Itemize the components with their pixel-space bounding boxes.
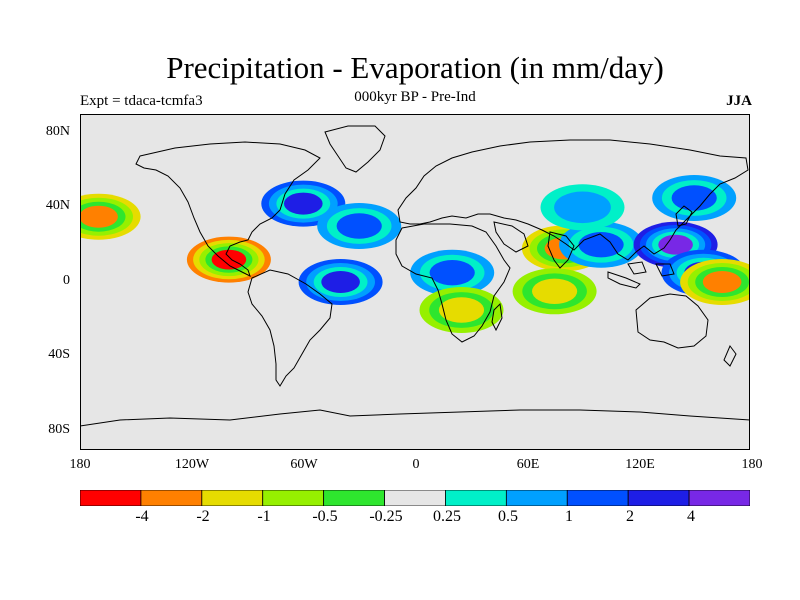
colorbar [80,490,750,506]
lon-label-0: 0 [412,457,420,472]
colorbar-label-p05: 0.5 [498,508,518,525]
colorbar-swatch [80,490,142,506]
colorbar-swatch [201,490,264,506]
colorbar-swatch [505,490,568,506]
field-contour [554,191,611,224]
colorbar-label-m05: -0.5 [312,508,338,525]
lon-label-180e: 180 [741,457,763,472]
lat-label-80s: 80S [48,422,70,437]
colorbar-label-m4: -4 [135,508,149,525]
season-label: JJA [726,93,752,109]
field-contour [671,185,717,211]
coast-eurasia [397,139,749,261]
lat-label-80n: 80N [45,124,70,139]
precip-field [80,175,750,333]
coast-japan [675,205,693,227]
colorbar-label-p1: 1 [565,508,573,525]
coast-new-zealand [723,345,737,367]
lat-label-40s: 40S [48,347,70,362]
field-contour [211,249,247,270]
coast-indonesia [607,261,675,289]
coast-greenland [324,125,386,173]
field-contour [336,213,382,239]
coast-australia [635,293,709,349]
map-frame [80,114,750,450]
field-contour [321,271,360,293]
coastlines [80,125,750,427]
lat-label-40n: 40N [45,198,70,213]
lon-label-120e: 120E [625,457,655,472]
colorbar-swatch [445,490,507,506]
colorbar-label-p2: 2 [626,508,634,525]
lon-label-60e: 60E [516,457,540,472]
page-title: Precipitation - Evaporation (in mm/day) [166,50,664,85]
pe-map [80,114,750,450]
coast-india [547,231,575,269]
lon-label-120w: 120W [174,457,210,472]
colorbar-label-p025: 0.25 [433,508,461,525]
coast-north-america [135,141,321,277]
colorbar-swatch [627,490,690,506]
colorbar-label-m025: -0.25 [369,508,403,525]
field-contour [658,234,693,255]
field-contour [702,271,742,293]
coast-antarctica [80,409,750,427]
coast-arabia [493,221,529,253]
colorbar-label-m1: -1 [257,508,271,525]
lat-label-0: 0 [63,273,70,288]
field-contour [284,192,323,215]
page-subtitle: 000kyr BP - Pre-Ind [354,89,476,105]
colorbar-swatch [140,490,203,506]
coast-south-america [247,269,333,387]
colorbar-label-p4: 4 [687,508,695,525]
field-contour [429,260,475,286]
field-contour [578,232,624,258]
colorbar-label-m2: -2 [196,508,210,525]
colorbar-swatch [384,490,446,506]
colorbar-swatch [262,490,325,506]
field-contour [438,297,485,323]
lon-label-180w: 180 [69,457,91,472]
coast-africa [395,223,511,343]
lon-label-60w: 60W [290,457,318,472]
experiment-label: Expt = tdaca-tcmfa3 [80,93,203,109]
coast-madagascar [491,302,503,332]
field-contour [80,205,118,228]
colorbar-swatch [688,490,750,506]
colorbar-swatch [566,490,629,506]
colorbar-swatch [323,490,385,506]
field-contour [532,278,578,304]
